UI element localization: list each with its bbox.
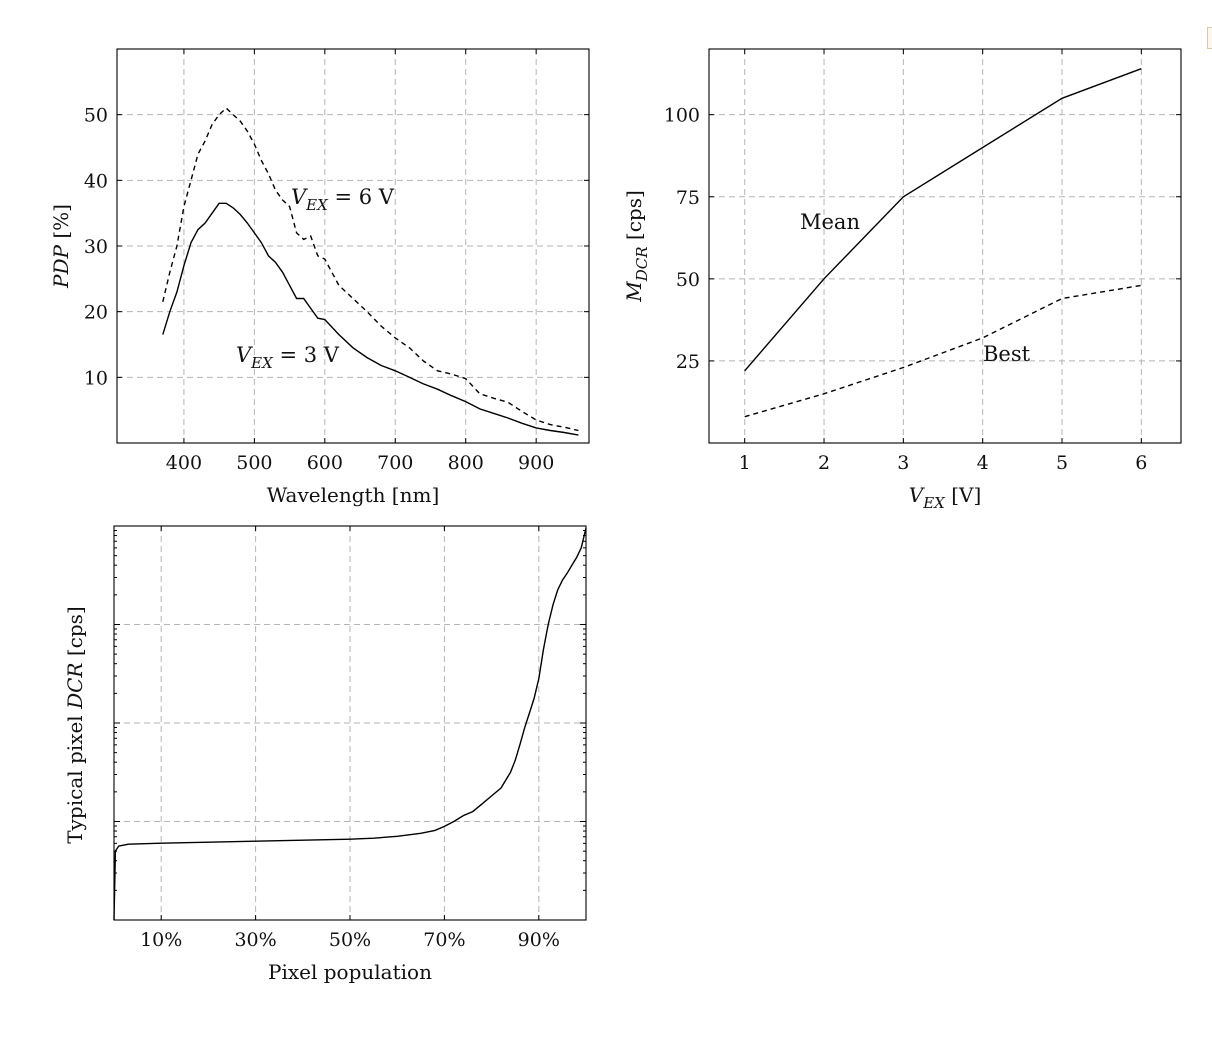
dcr-x-tick-label: 70% xyxy=(423,929,465,951)
dcr-series-distribution xyxy=(113,527,587,921)
pdp-x-tick-label: 400 xyxy=(166,452,202,474)
mdcr-x-tick-label: 5 xyxy=(1056,452,1068,474)
dcr-x-tick-label: 10% xyxy=(140,929,182,951)
mdcr-plot-frame xyxy=(708,48,1182,444)
page-edge-marker xyxy=(1207,27,1212,49)
pdp-y-axis-label-symbol: PDP xyxy=(49,244,73,288)
mdcr-x-tick-label: 3 xyxy=(897,452,909,474)
mdcr-annotation-best: Best xyxy=(983,342,1031,366)
mdcr-y-tick-label: 75 xyxy=(676,187,700,209)
pdp-x-tick-label: 900 xyxy=(518,452,554,474)
pdp-annotation-6v: VEX = 6 V xyxy=(291,185,395,214)
pdp-y-tick-label: 50 xyxy=(84,105,108,127)
pdp-series-v-ex-6-v xyxy=(162,107,579,432)
dcr-x-axis-label: Pixel population xyxy=(268,960,432,984)
pdp-chart: 400 500 600 700 800 900 10 20 30 40 50 Wavelength … xyxy=(49,48,590,507)
mdcr-series-mean xyxy=(744,68,1142,372)
dcr-x-tick-label: 50% xyxy=(329,929,371,951)
mdcr-y-tick-label: 50 xyxy=(676,269,700,291)
mdcr-y-tick-label: 25 xyxy=(676,351,700,373)
pdp-y-tick-label: 10 xyxy=(84,367,108,389)
mdcr-series-best xyxy=(744,284,1142,418)
pdp-y-tick-label: 20 xyxy=(84,302,108,324)
mdcr-x-tick-label: 4 xyxy=(977,452,989,474)
mdcr-x-tick-label: 1 xyxy=(739,452,751,474)
mdcr-y-axis-label: MDCR [cps] xyxy=(622,190,651,303)
pdp-y-tick-label: 40 xyxy=(84,170,108,192)
mdcr-annotation-mean: Mean xyxy=(800,210,860,234)
pdp-y-axis-label: PDP [%] xyxy=(49,204,73,289)
mdcr-x-tick-label: 2 xyxy=(818,452,830,474)
dcr-x-tick-label: 30% xyxy=(234,929,276,951)
pdp-y-axis-label-unit: [%] xyxy=(49,204,73,245)
mdcr-x-tick-label: 6 xyxy=(1135,452,1147,474)
mdcr-y-tick-label: 100 xyxy=(664,105,700,127)
dcr-y-axis-label: Typical pixel DCR [cps] xyxy=(63,606,87,843)
mdcr-x-axis-label: VEX [V] xyxy=(909,483,982,512)
pdp-x-axis-label: Wavelength [nm] xyxy=(267,483,440,507)
pdp-x-tick-label: 700 xyxy=(377,452,413,474)
pdp-x-tick-label: 800 xyxy=(448,452,484,474)
pdp-y-tick-label: 30 xyxy=(84,236,108,258)
pdp-x-tick-label: 500 xyxy=(236,452,272,474)
dcr-x-tick-label: 90% xyxy=(518,929,560,951)
pdp-series-v-ex-3-v xyxy=(162,202,579,436)
pdp-x-tick-label: 600 xyxy=(307,452,343,474)
pdp-annotation-3v: VEX = 3 V xyxy=(236,343,340,372)
dcr-distribution-chart: 10% 30% 50% 70% 90% Pixel population Typical… xyxy=(63,525,587,984)
